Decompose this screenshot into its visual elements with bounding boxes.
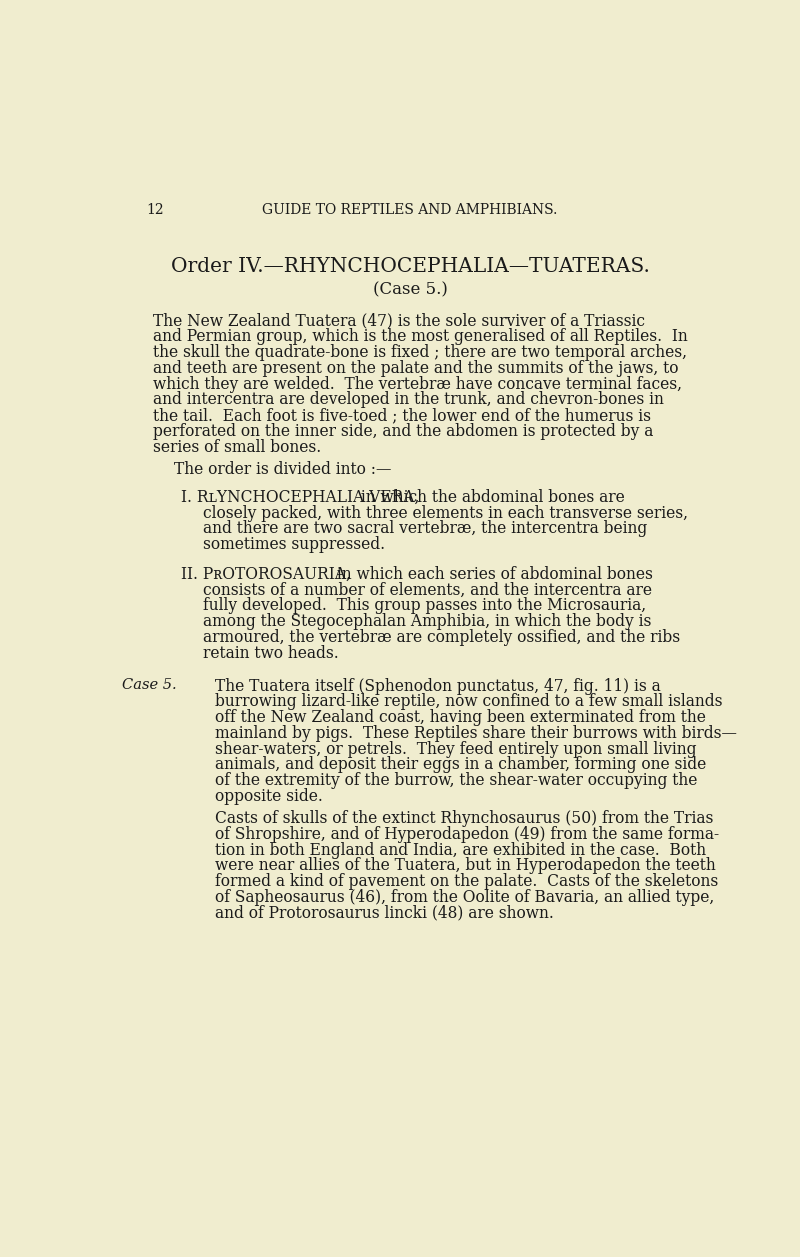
Text: in which each series of abdominal bones: in which each series of abdominal bones [333,566,654,583]
Text: the tail.  Each foot is five-toed ; the lower end of the humerus is: the tail. Each foot is five-toed ; the l… [153,407,650,425]
Text: burrowing lizard-like reptile, now confined to a few small islands: burrowing lizard-like reptile, now confi… [214,694,722,710]
Text: Casts of skulls of the extinct Rhynchosaurus (50) from the Trias: Casts of skulls of the extinct Rhynchosa… [214,810,713,827]
Text: sometimes suppressed.: sometimes suppressed. [203,537,386,553]
Text: opposite side.: opposite side. [214,788,322,804]
Text: which they are welded.  The vertebræ have concave terminal faces,: which they are welded. The vertebræ have… [153,376,682,392]
Text: The order is divided into :—: The order is divided into :— [174,461,392,478]
Text: animals, and deposit their eggs in a chamber, forming one side: animals, and deposit their eggs in a cha… [214,757,706,773]
Text: retain two heads.: retain two heads. [203,645,339,661]
Text: shear-waters, or petrels.  They feed entirely upon small living: shear-waters, or petrels. They feed enti… [214,740,696,758]
Text: and there are two sacral vertebræ, the intercentra being: and there are two sacral vertebræ, the i… [203,520,647,538]
Text: 12: 12 [146,204,164,217]
Text: fully developed.  This group passes into the Microsauria,: fully developed. This group passes into … [203,597,646,615]
Text: Order IV.—RHYNCHOCEPHALIA—TUATERAS.: Order IV.—RHYNCHOCEPHALIA—TUATERAS. [170,258,650,277]
Text: and teeth are present on the palate and the summits of the jaws, to: and teeth are present on the palate and … [153,360,678,377]
Text: among the Stegocephalan Amphibia, in which the body is: among the Stegocephalan Amphibia, in whi… [203,613,651,630]
Text: and of Protorosaurus lincki (48) are shown.: and of Protorosaurus lincki (48) are sho… [214,905,554,921]
Text: the skull the quadrate-bone is fixed ; there are two temporal arches,: the skull the quadrate-bone is fixed ; t… [153,344,686,361]
Text: of Shropshire, and of Hyperodapedon (49) from the same forma-: of Shropshire, and of Hyperodapedon (49)… [214,826,719,842]
Text: and Permian group, which is the most generalised of all Reptiles.  In: and Permian group, which is the most gen… [153,328,687,346]
Text: armoured, the vertebræ are completely ossified, and the ribs: armoured, the vertebræ are completely os… [203,628,680,646]
Text: formed a kind of pavement on the palate.  Casts of the skeletons: formed a kind of pavement on the palate.… [214,874,718,890]
Text: I. RʟYNCHOCEPHALIA VERA,: I. RʟYNCHOCEPHALIA VERA, [182,489,420,505]
Text: perforated on the inner side, and the abdomen is protected by a: perforated on the inner side, and the ab… [153,424,653,440]
Text: in which the abdominal bones are: in which the abdominal bones are [356,489,625,505]
Text: closely packed, with three elements in each transverse series,: closely packed, with three elements in e… [203,504,688,522]
Text: Case 5.: Case 5. [122,678,176,691]
Text: The New Zealand Tuatera (​47​) is the sole surviver of a Triassic: The New Zealand Tuatera (​47​) is the so… [153,313,645,329]
Text: tion in both England and India, are exhibited in the case.  Both: tion in both England and India, are exhi… [214,841,706,859]
Text: were near allies of the Tuatera, but in Hyperodapedon the teeth: were near allies of the Tuatera, but in … [214,857,715,875]
Text: (Case 5.): (Case 5.) [373,282,447,299]
Text: The Tuatera itself (Sphenodon punctatus, 47, fig. 11) is a: The Tuatera itself (Sphenodon punctatus,… [214,678,661,695]
Text: of Sapheosaurus (46), from the Oolite of Bavaria, an allied type,: of Sapheosaurus (46), from the Oolite of… [214,889,714,906]
Text: mainland by pigs.  These Reptiles share their burrows with birds—: mainland by pigs. These Reptiles share t… [214,725,737,742]
Text: of the extremity of the burrow, the shear-water occupying the: of the extremity of the burrow, the shea… [214,772,697,789]
Text: consists of a number of elements, and the intercentra are: consists of a number of elements, and th… [203,582,652,598]
Text: and intercentra are developed in the trunk, and chevron-bones in: and intercentra are developed in the tru… [153,391,663,409]
Text: series of small bones.: series of small bones. [153,439,321,456]
Text: GUIDE TO REPTILES AND AMPHIBIANS.: GUIDE TO REPTILES AND AMPHIBIANS. [262,204,558,217]
Text: off the New Zealand coast, having been exterminated from the: off the New Zealand coast, having been e… [214,709,706,727]
Text: II. PʀOTOROSAURIA,: II. PʀOTOROSAURIA, [182,566,351,583]
